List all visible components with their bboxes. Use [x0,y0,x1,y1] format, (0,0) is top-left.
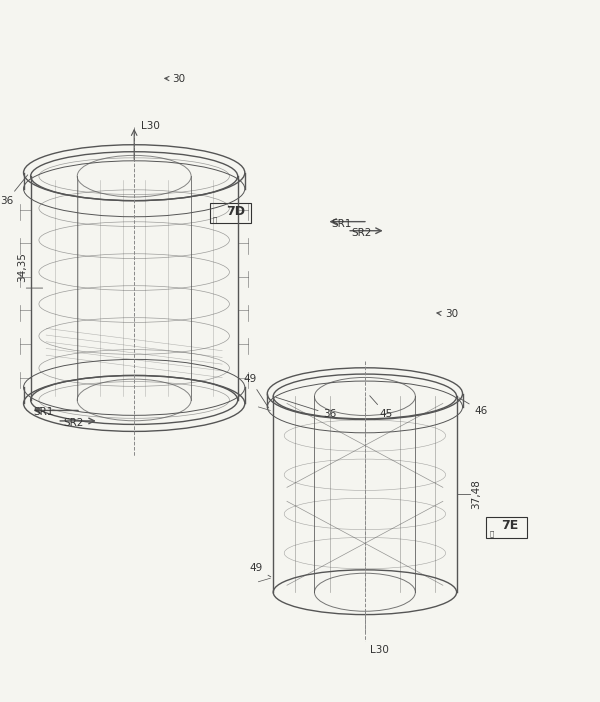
Text: L30: L30 [370,644,389,655]
Text: SR2: SR2 [63,418,83,428]
Text: 30: 30 [165,74,186,84]
Text: 36: 36 [0,175,28,206]
Text: 45: 45 [370,396,393,419]
Text: SR1: SR1 [331,218,352,229]
Text: SR1: SR1 [34,407,54,417]
Text: 34,35: 34,35 [17,252,28,282]
Text: 36: 36 [276,397,337,419]
Text: 46: 46 [459,398,488,416]
Text: 49: 49 [250,563,271,577]
Text: 🔧: 🔧 [213,216,217,223]
Text: 49: 49 [244,374,269,408]
Text: 7E: 7E [501,519,518,532]
Text: 🔧: 🔧 [489,531,493,537]
Text: 7D: 7D [226,205,245,218]
Text: L30: L30 [141,121,160,131]
Text: 30: 30 [437,310,458,319]
Text: 37,48: 37,48 [472,479,481,509]
Text: SR2: SR2 [352,227,371,238]
